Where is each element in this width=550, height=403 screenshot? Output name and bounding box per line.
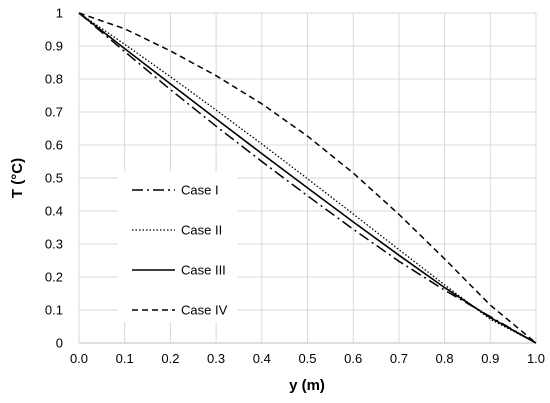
x-axis-title: y (m)	[289, 377, 325, 394]
y-tick-label: 0.1	[45, 303, 63, 318]
series-line-case-i	[78, 12, 537, 344]
legend: Case I Case II Case III Case IV	[118, 172, 238, 322]
x-tick-label: 0.3	[207, 351, 225, 366]
legend-background	[118, 172, 238, 322]
y-tick-label: 0.6	[45, 138, 63, 153]
y-tick-label: 0.7	[45, 105, 63, 120]
legend-label: Case I	[181, 183, 219, 198]
y-tick-label: 0.8	[45, 72, 63, 87]
x-tick-label: 0.0	[70, 351, 88, 366]
y-tick-label: 1	[56, 6, 63, 21]
x-tick-label: 0.9	[481, 351, 499, 366]
legend-label: Case III	[181, 263, 226, 278]
y-tick-label: 0.4	[45, 204, 63, 219]
x-tick-label: 0.5	[298, 351, 316, 366]
y-tick-label: 0.3	[45, 237, 63, 252]
y-axis-title: T (°C)	[9, 158, 26, 198]
x-tick-label: 0.7	[390, 351, 408, 366]
x-tick-label: 0.8	[436, 351, 454, 366]
x-tick-labels: 0.0 0.1 0.2 0.3 0.4 0.5 0.6 0.7 0.8 0.9 1.0	[70, 351, 545, 366]
y-tick-labels: 0 0.1 0.2 0.3 0.4 0.5 0.6 0.7 0.8 0.9 1	[45, 6, 63, 351]
x-tick-label: 0.1	[116, 351, 134, 366]
legend-label: Case II	[181, 223, 222, 238]
series-lines	[78, 12, 537, 344]
x-tick-label: 0.4	[253, 351, 271, 366]
y-tick-label: 0.9	[45, 39, 63, 54]
x-tick-label: 0.6	[344, 351, 362, 366]
y-tick-label: 0.5	[45, 171, 63, 186]
series-line-case-iii	[78, 12, 537, 344]
x-tick-label: 1.0	[527, 351, 545, 366]
y-tick-label: 0	[56, 336, 63, 351]
y-tick-label: 0.2	[45, 270, 63, 285]
series-line-case-iv	[78, 12, 537, 344]
x-tick-label: 0.2	[161, 351, 179, 366]
legend-label: Case IV	[181, 303, 228, 318]
